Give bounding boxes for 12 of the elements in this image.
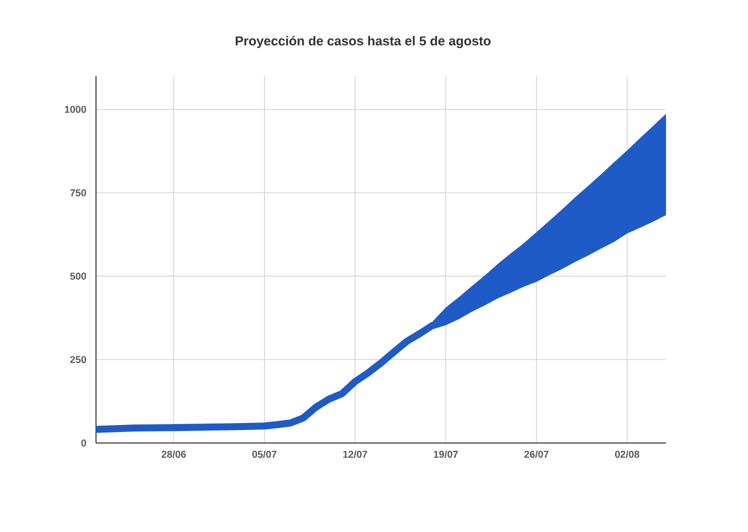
x-tick-label: 05/07 xyxy=(252,450,276,458)
x-tick-label: 26/07 xyxy=(524,450,548,458)
x-tick-label: 19/07 xyxy=(434,450,458,458)
y-tick-label: 0 xyxy=(81,439,86,447)
y-tick-label: 750 xyxy=(70,189,86,196)
chart-title: Proyección de casos hasta el 5 de agosto xyxy=(236,36,491,48)
x-tick-label: 12/07 xyxy=(343,450,368,458)
x-tick-label: 02/08 xyxy=(615,450,640,458)
y-tick-label: 250 xyxy=(70,356,86,364)
y-tick-label: 1000 xyxy=(64,106,86,113)
x-tick-label: 28/06 xyxy=(162,450,186,458)
y-tick-label: 500 xyxy=(70,272,86,280)
